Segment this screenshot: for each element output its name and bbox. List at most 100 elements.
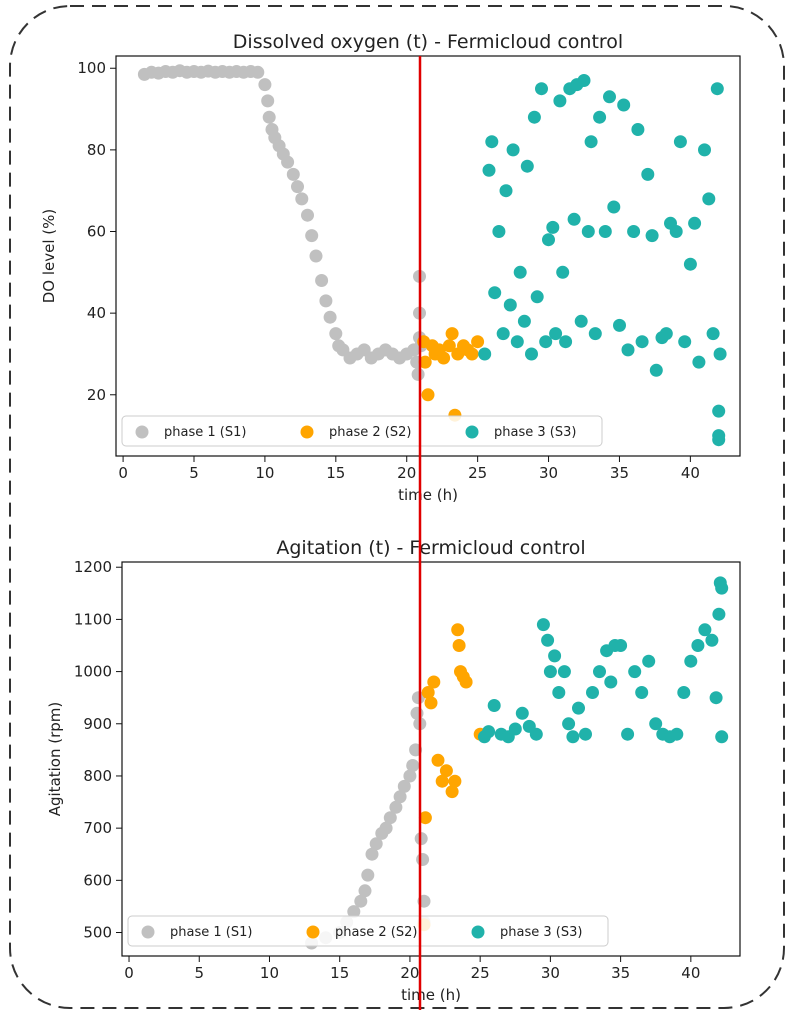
data-point xyxy=(613,318,626,332)
y-tick-label: 100 xyxy=(77,59,106,77)
data-point xyxy=(251,65,265,79)
data-point xyxy=(261,94,275,108)
data-point xyxy=(418,355,432,369)
legend-marker xyxy=(465,425,479,439)
data-point xyxy=(579,727,592,741)
data-point xyxy=(691,639,705,652)
data-point xyxy=(329,327,343,341)
data-point xyxy=(301,208,314,222)
data-point xyxy=(645,229,659,243)
data-point xyxy=(627,225,641,238)
data-point xyxy=(705,633,719,647)
y-tick-label: 40 xyxy=(87,304,106,322)
data-point xyxy=(559,335,573,349)
y-tick-label: 20 xyxy=(87,386,106,404)
legend: phase 1 (S1) phase 2 (S2) phase 3 (S3) xyxy=(121,415,603,447)
data-point xyxy=(536,618,550,632)
data-point xyxy=(542,233,555,247)
plot-frame xyxy=(115,55,741,457)
data-point xyxy=(552,686,566,699)
data-point xyxy=(421,388,435,402)
data-point xyxy=(510,335,524,349)
data-point xyxy=(677,686,691,699)
data-point xyxy=(621,343,635,357)
legend-label: phase 1 (S1) xyxy=(164,425,246,440)
data-point xyxy=(478,347,492,361)
data-point xyxy=(354,894,368,908)
x-tick-label: 40 xyxy=(681,464,700,482)
legend-marker xyxy=(471,925,485,939)
y-tick-label: 80 xyxy=(87,141,106,159)
data-point xyxy=(621,727,635,741)
data-point xyxy=(684,654,698,668)
data-point xyxy=(669,225,683,238)
data-point xyxy=(557,665,571,679)
data-point xyxy=(641,167,655,181)
data-point xyxy=(411,367,425,381)
data-point xyxy=(678,335,692,349)
data-point xyxy=(361,868,375,882)
y-tick-label: 900 xyxy=(83,715,112,733)
chart-title: Agitation (t) - Fermicloud control xyxy=(276,537,585,559)
data-point xyxy=(543,665,557,679)
x-tick-label: 35 xyxy=(610,464,629,482)
data-point xyxy=(515,706,529,720)
data-point xyxy=(635,686,649,699)
y-tick-label: 800 xyxy=(83,767,112,785)
data-point xyxy=(365,847,379,861)
data-point xyxy=(291,180,304,194)
data-point xyxy=(427,675,441,689)
data-point xyxy=(546,220,560,234)
data-point xyxy=(598,225,612,238)
x-tick-label: 20 xyxy=(400,964,419,982)
data-point xyxy=(715,581,729,595)
data-point xyxy=(397,779,411,793)
chart-title: Dissolved oxygen (t) - Fermicloud contro… xyxy=(233,31,623,53)
data-point xyxy=(698,623,712,637)
data-point xyxy=(421,686,435,699)
data-point xyxy=(698,143,711,157)
data-point xyxy=(581,225,595,238)
data-point xyxy=(305,229,319,243)
data-point xyxy=(323,310,337,324)
data-point xyxy=(628,665,642,679)
plot-frame xyxy=(121,561,741,957)
data-point xyxy=(431,753,445,767)
data-point xyxy=(712,433,726,447)
data-point xyxy=(539,335,553,349)
data-point xyxy=(529,727,543,741)
data-point xyxy=(692,355,706,369)
data-point xyxy=(383,811,397,825)
data-point xyxy=(567,212,581,226)
y-axis-label: DO level (%) xyxy=(40,209,58,304)
data-point xyxy=(670,727,684,741)
data-point xyxy=(530,290,544,304)
data-point xyxy=(683,257,697,271)
data-point xyxy=(712,607,726,621)
data-point xyxy=(562,717,576,731)
data-point xyxy=(499,184,513,198)
data-point xyxy=(262,110,276,124)
data-point xyxy=(593,110,607,124)
dashed-frame-border xyxy=(9,5,785,1009)
data-point xyxy=(706,327,720,341)
x-tick-label: 0 xyxy=(124,964,134,982)
data-point xyxy=(556,265,570,279)
y-tick-label: 700 xyxy=(83,819,112,837)
data-point xyxy=(572,701,585,715)
data-point xyxy=(553,94,567,108)
x-tick-label: 10 xyxy=(260,964,279,982)
y-tick-label: 1200 xyxy=(74,558,112,576)
data-point xyxy=(649,363,663,377)
data-point xyxy=(702,192,716,206)
data-point xyxy=(520,159,534,173)
x-tick-label: 15 xyxy=(326,464,345,482)
data-point xyxy=(358,884,372,898)
series-3 xyxy=(477,576,729,744)
data-point xyxy=(635,335,649,349)
legend-marker xyxy=(141,925,155,939)
x-tick-label: 25 xyxy=(471,964,490,982)
legend-box xyxy=(121,415,603,447)
data-point xyxy=(435,774,449,788)
